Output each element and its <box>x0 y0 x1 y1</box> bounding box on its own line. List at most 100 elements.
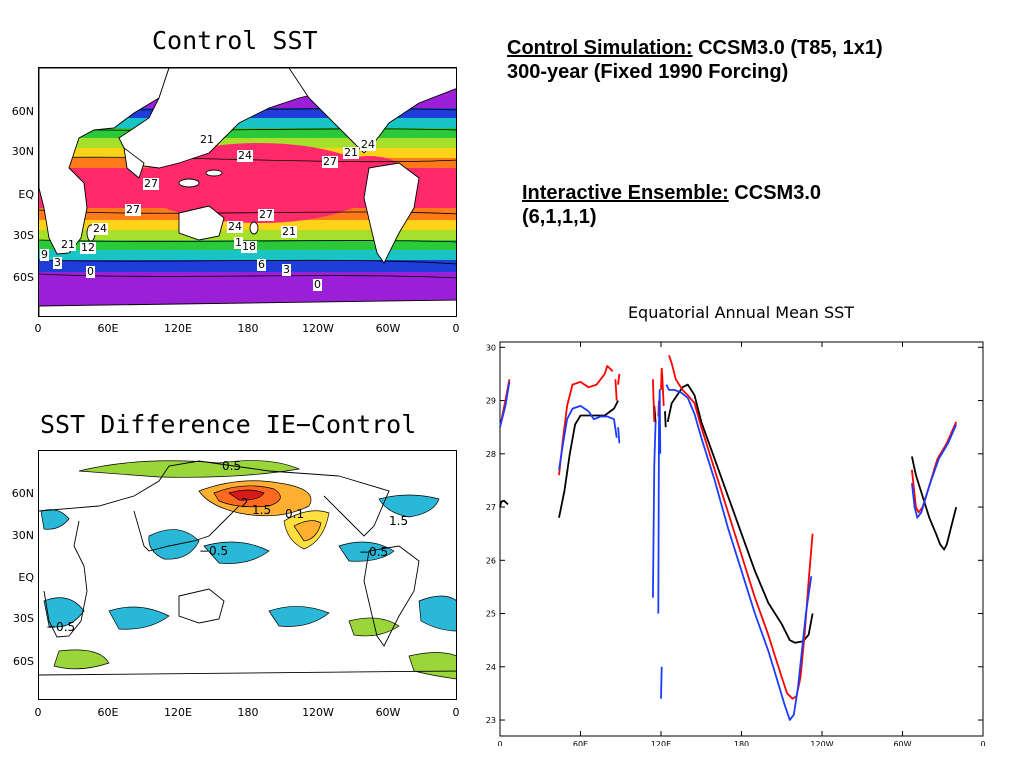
control-sim-label: Control Simulation: <box>507 37 693 59</box>
series-line-0 <box>664 411 667 428</box>
contour-label: 3 <box>282 263 291 276</box>
control-lat-label: EQ <box>18 188 34 201</box>
y-tick-label: 24 <box>486 663 496 672</box>
x-tick-label: 120W <box>810 740 833 746</box>
contour-label: 24 <box>227 220 243 233</box>
series-line-2 <box>660 666 663 699</box>
series-line-1 <box>668 355 814 700</box>
series-line-1 <box>614 379 618 401</box>
series-line-2 <box>558 405 618 470</box>
ie-value: CCSM3.0 <box>728 182 821 204</box>
contour-label: 27 <box>322 155 338 168</box>
diff-contour-label: 1.5 <box>252 503 272 517</box>
y-tick-label: 28 <box>486 450 496 459</box>
diff-contour-label: −0.5 <box>199 544 229 558</box>
y-tick-label: 29 <box>486 397 496 406</box>
control-simulation-text: Control Simulation: CCSM3.0 (T85, 1x1) 3… <box>507 36 883 84</box>
chart-title: Equatorial Annual Mean SST <box>628 303 854 322</box>
contour-label: 12 <box>80 241 96 254</box>
y-tick-label: 26 <box>486 556 496 565</box>
x-tick-label: 0 <box>980 740 985 746</box>
contour-label: 27 <box>125 203 141 216</box>
series-line-1 <box>660 367 665 406</box>
series-line-2 <box>617 427 621 444</box>
series-line-2 <box>911 424 958 519</box>
control-lon-label: 0 <box>452 322 460 335</box>
control-sim-line2: 300-year (Fixed 1990 Forcing) <box>507 61 789 83</box>
control-lon-label: 60W <box>375 322 401 335</box>
control-lon-label: 180 <box>237 322 259 335</box>
diff-contour-label: −0.5 <box>359 545 389 559</box>
series-line-0 <box>911 456 958 551</box>
contour-label: 24 <box>92 222 108 235</box>
control-sst-field <box>39 68 456 316</box>
diff-lon-label: 0 <box>452 706 460 719</box>
series-line-2 <box>499 381 511 428</box>
control-lon-label: 120W <box>302 322 334 335</box>
diff-contour-label: 2 <box>241 496 249 510</box>
y-tick-label: 23 <box>486 716 496 725</box>
contour-label: 21 <box>60 238 76 251</box>
control-lat-label: 60N <box>11 105 34 118</box>
diff-lat-label: EQ <box>18 571 34 584</box>
contour-label: 9 <box>40 248 49 261</box>
series-line-2 <box>652 421 657 598</box>
contour-label: 27 <box>143 177 159 190</box>
control-lat-label: 30N <box>11 145 34 158</box>
series-line-1 <box>911 421 958 514</box>
y-tick-label: 27 <box>486 503 496 512</box>
series-line-2 <box>657 389 662 614</box>
contour-label: 18 <box>241 240 257 253</box>
x-tick-label: 180 <box>734 740 749 746</box>
ie-label: Interactive Ensemble: <box>522 182 729 204</box>
series-line-0 <box>499 499 509 508</box>
diff-lon-label: 0 <box>34 706 42 719</box>
x-tick-label: 0 <box>497 740 502 746</box>
diff-lon-label: 60E <box>97 706 119 719</box>
contour-label: 0 <box>86 265 95 278</box>
diff-lat-label: 60N <box>11 487 34 500</box>
diff-contour-label: −0.5 <box>46 620 76 634</box>
contour-label: 24 <box>360 138 376 151</box>
diff-lat-label: 30N <box>11 529 34 542</box>
contour-label: 21 <box>343 146 359 159</box>
x-tick-label: 120E <box>651 740 671 746</box>
contour-label: 0 <box>313 278 322 291</box>
x-tick-label: 60E <box>573 740 588 746</box>
contour-label: 6 <box>257 258 266 271</box>
sst-difference-field <box>39 460 456 680</box>
contour-label: 3 <box>53 256 62 269</box>
control-lon-label: 0 <box>34 322 42 335</box>
diff-lon-label: 60W <box>375 706 401 719</box>
diff-lon-label: 120E <box>164 706 192 719</box>
control-map-title: Control SST <box>152 26 318 55</box>
control-sst-map: 21 24 27 21 24 27 27 24 21 24 27 21 12 9… <box>38 67 457 317</box>
contour-label: 21 <box>199 133 215 146</box>
diff-contour-label: 0.5 <box>222 459 242 473</box>
diff-contour-label: 0.1 <box>285 507 305 521</box>
contour-label: 27 <box>258 208 274 221</box>
chart-frame <box>499 341 984 737</box>
series-line-1 <box>652 379 656 422</box>
equatorial-sst-chart: Equatorial Annual Mean SST 23 24 25 26 27 28 2… <box>486 303 986 746</box>
diff-lat-label: 60S <box>13 655 34 668</box>
diff-lat-label: 30S <box>13 612 34 625</box>
y-tick-label: 30 <box>486 343 496 352</box>
series-line-1 <box>558 365 614 476</box>
control-sim-value: CCSM3.0 (T85, 1x1) <box>692 37 883 59</box>
series-line-0 <box>558 400 619 518</box>
sst-difference-map: 0.5 2 1.5 0.1 1.5 −0.5 −0.5 −0.5 <box>38 450 457 700</box>
control-lon-label: 120E <box>164 322 192 335</box>
interactive-ensemble-text: Interactive Ensemble: CCSM3.0 (6,1,1,1) <box>522 181 821 229</box>
y-tick-label: 25 <box>486 610 496 619</box>
ie-line2: (6,1,1,1) <box>522 206 597 228</box>
series-line-1 <box>617 373 621 385</box>
contour-label: 1 <box>234 236 243 249</box>
contour-label: 21 <box>281 225 297 238</box>
diff-lon-label: 180 <box>237 706 259 719</box>
contour-label: 24 <box>237 149 253 162</box>
x-tick-label: 60W <box>893 740 911 746</box>
diff-map-title: SST Difference IE−Control <box>40 410 417 439</box>
series-line-2 <box>665 384 813 721</box>
series-line-0 <box>666 383 814 644</box>
